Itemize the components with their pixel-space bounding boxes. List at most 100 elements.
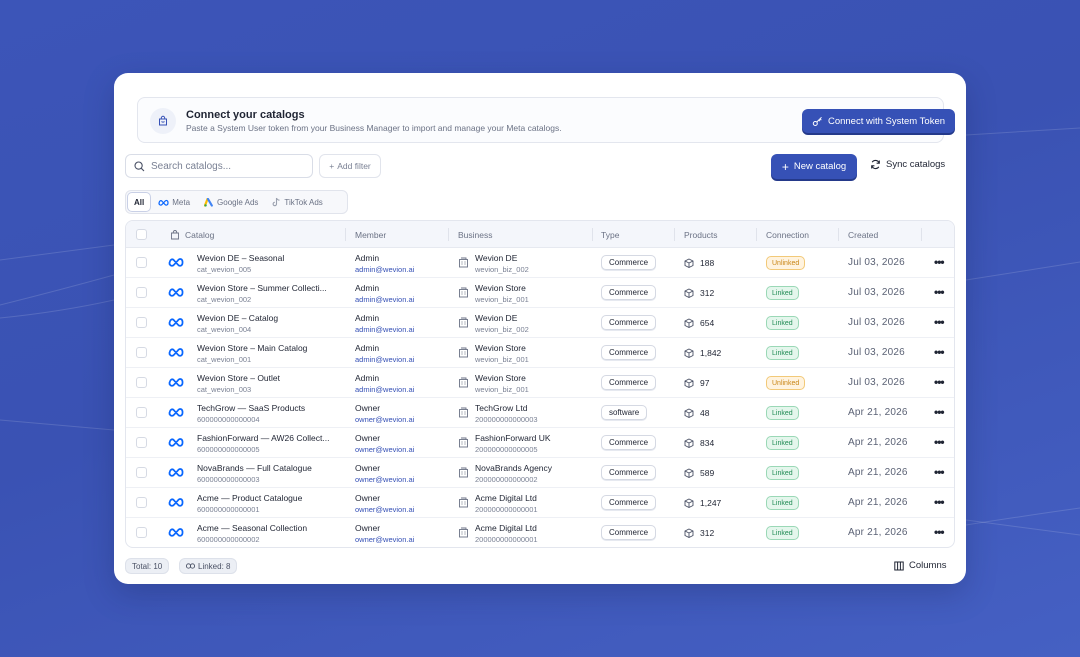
- more-actions-icon[interactable]: •••: [934, 465, 945, 479]
- catalog-name[interactable]: Wevion Store – Summer Collecti...: [197, 283, 327, 293]
- member-role: Owner: [355, 463, 381, 473]
- row-checkbox[interactable]: [136, 407, 147, 418]
- box-icon: [684, 528, 694, 538]
- table-row[interactable]: Wevion Store – Main Catalog cat_wevion_0…: [126, 338, 954, 368]
- catalog-name[interactable]: Acme — Seasonal Collection: [197, 523, 308, 533]
- connection-status-badge: Linked: [766, 406, 799, 420]
- table-row[interactable]: Acme — Seasonal Collection 6000000000000…: [126, 518, 954, 547]
- google-ads-icon: [204, 197, 213, 207]
- column-header-created[interactable]: Created: [848, 230, 878, 240]
- row-checkbox[interactable]: [136, 347, 147, 358]
- table-row[interactable]: Wevion DE – Catalog cat_wevion_004 Admin…: [126, 308, 954, 338]
- member-email[interactable]: admin@wevion.ai: [355, 295, 415, 304]
- select-all-checkbox[interactable]: [136, 229, 147, 240]
- table-row[interactable]: Acme — Product Catalogue 600000000000001…: [126, 488, 954, 518]
- member-email[interactable]: admin@wevion.ai: [355, 355, 415, 364]
- columns-button[interactable]: Columns: [894, 560, 947, 571]
- member-role: Admin: [355, 373, 380, 383]
- member-email[interactable]: owner@wevion.ai: [355, 505, 415, 514]
- row-checkbox[interactable]: [136, 257, 147, 268]
- member-role: Admin: [355, 253, 380, 263]
- type-badge: software: [601, 405, 648, 420]
- more-actions-icon[interactable]: •••: [934, 315, 945, 329]
- tab-all[interactable]: All: [128, 193, 151, 211]
- catalog-name[interactable]: FashionForward — AW26 Collect...: [197, 433, 330, 443]
- column-header-connection[interactable]: Connection: [766, 230, 809, 240]
- table-row[interactable]: TechGrow — SaaS Products 600000000000004…: [126, 398, 954, 428]
- banner-title: Connect your catalogs: [186, 109, 305, 121]
- column-divider: [756, 228, 757, 241]
- catalog-name[interactable]: Acme — Product Catalogue: [197, 493, 303, 503]
- member-email[interactable]: owner@wevion.ai: [355, 415, 415, 424]
- connect-banner: Connect your catalogs Paste a System Use…: [137, 97, 955, 143]
- member-email[interactable]: owner@wevion.ai: [355, 475, 415, 484]
- box-icon: [684, 258, 694, 268]
- columns-icon: [894, 561, 904, 570]
- table-row[interactable]: Wevion Store – Summer Collecti... cat_we…: [126, 278, 954, 308]
- column-label: Created: [848, 230, 879, 240]
- table-row[interactable]: Wevion DE – Seasonal cat_wevion_005 Admi…: [126, 248, 954, 278]
- member-email[interactable]: admin@wevion.ai: [355, 385, 415, 394]
- more-actions-icon[interactable]: •••: [934, 405, 945, 419]
- banner-subtitle: Paste a System User token from your Busi…: [186, 123, 562, 133]
- member-email[interactable]: admin@wevion.ai: [355, 325, 415, 334]
- member-email[interactable]: owner@wevion.ai: [355, 535, 415, 544]
- bag-icon: [171, 230, 179, 240]
- type-badge: Commerce: [601, 255, 657, 270]
- row-checkbox[interactable]: [136, 437, 147, 448]
- refresh-icon: [871, 159, 880, 170]
- add-filter-button[interactable]: + Add filter: [319, 154, 381, 178]
- column-label: Business: [458, 230, 493, 240]
- building-icon: [459, 497, 468, 508]
- column-header-type[interactable]: Type: [601, 230, 619, 240]
- row-checkbox[interactable]: [136, 527, 147, 538]
- row-checkbox[interactable]: [136, 467, 147, 478]
- meta-icon: [168, 498, 184, 507]
- tab-meta-label: Meta: [172, 197, 191, 207]
- row-checkbox[interactable]: [136, 377, 147, 388]
- more-actions-icon[interactable]: •••: [934, 345, 945, 359]
- table-row[interactable]: FashionForward — AW26 Collect... 6000000…: [126, 428, 954, 458]
- type-badge: Commerce: [601, 435, 657, 450]
- business-name: Wevion Store: [475, 373, 526, 383]
- tab-all-label: All: [134, 197, 145, 207]
- connection-status-badge: Linked: [766, 346, 799, 360]
- catalog-name[interactable]: TechGrow — SaaS Products: [197, 403, 306, 413]
- column-header-member[interactable]: Member: [355, 230, 386, 240]
- member-email[interactable]: admin@wevion.ai: [355, 265, 415, 274]
- more-actions-icon[interactable]: •••: [934, 255, 945, 269]
- tab-tiktok-ads[interactable]: TikTok Ads: [266, 193, 328, 211]
- more-actions-icon[interactable]: •••: [934, 375, 945, 389]
- box-icon: [684, 498, 694, 508]
- catalog-name[interactable]: Wevion Store – Outlet: [197, 373, 280, 383]
- member-role: Owner: [355, 433, 381, 443]
- catalog-name[interactable]: Wevion DE – Catalog: [197, 313, 279, 323]
- row-checkbox[interactable]: [136, 497, 147, 508]
- tab-meta[interactable]: Meta: [152, 193, 196, 211]
- catalog-name[interactable]: NovaBrands — Full Catalogue: [197, 463, 312, 473]
- row-checkbox[interactable]: [136, 287, 147, 298]
- search-box[interactable]: [125, 154, 313, 178]
- column-header-products[interactable]: Products: [684, 230, 718, 240]
- more-actions-icon[interactable]: •••: [934, 495, 945, 509]
- more-actions-icon[interactable]: •••: [934, 435, 945, 449]
- more-actions-icon[interactable]: •••: [934, 525, 945, 539]
- connect-system-token-button[interactable]: Connect with System Token: [802, 109, 955, 133]
- member-email[interactable]: owner@wevion.ai: [355, 445, 415, 454]
- column-header-catalog[interactable]: Catalog: [170, 230, 214, 240]
- search-input[interactable]: [151, 160, 301, 172]
- catalog-id: 600000000000003: [197, 475, 260, 484]
- catalog-name[interactable]: Wevion DE – Seasonal: [197, 253, 285, 263]
- table-row[interactable]: NovaBrands — Full Catalogue 600000000000…: [126, 458, 954, 488]
- catalog-name[interactable]: Wevion Store – Main Catalog: [197, 343, 308, 353]
- column-label: Products: [684, 230, 718, 240]
- row-checkbox[interactable]: [136, 317, 147, 328]
- table-row[interactable]: Wevion Store – Outlet cat_wevion_003 Adm…: [126, 368, 954, 398]
- business-name: Acme Digital Ltd: [475, 523, 537, 533]
- tab-google-ads[interactable]: Google Ads: [198, 193, 264, 211]
- new-catalog-button[interactable]: + New catalog: [771, 154, 857, 179]
- column-header-business[interactable]: Business: [458, 230, 493, 240]
- more-actions-icon[interactable]: •••: [934, 285, 945, 299]
- catalog-id: cat_wevion_004: [197, 325, 252, 334]
- sync-catalogs-button[interactable]: Sync catalogs: [870, 159, 945, 170]
